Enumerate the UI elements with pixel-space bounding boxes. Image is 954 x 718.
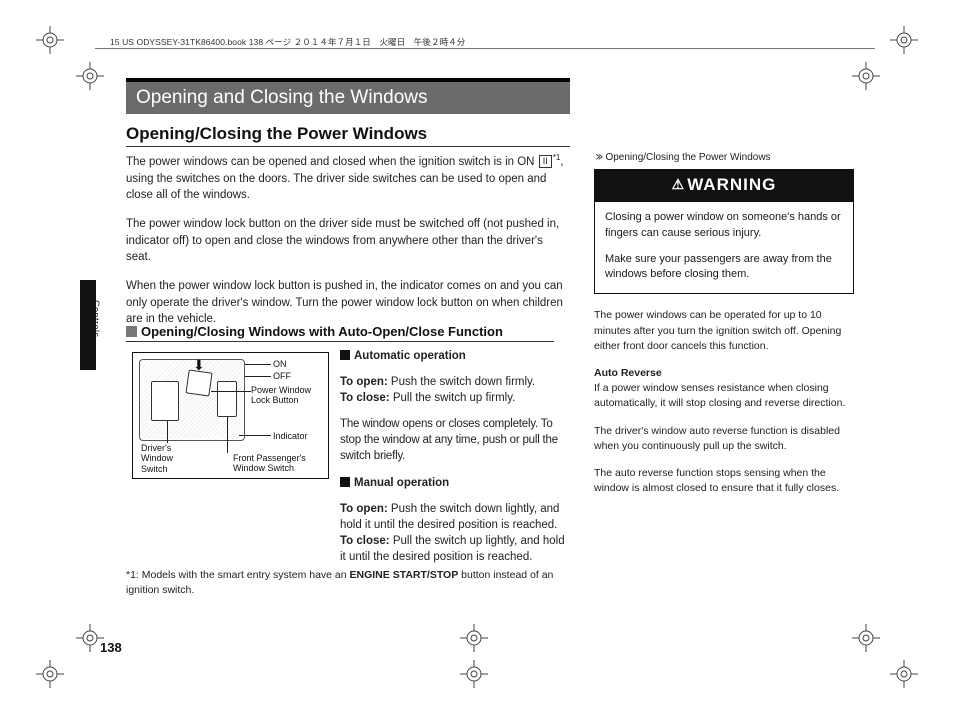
figure-label-front-passenger: Front Passenger's Window Switch	[233, 453, 329, 474]
footnote-bold: ENGINE START/STOP	[350, 569, 459, 581]
footnote: *1: Models with the smart entry system h…	[126, 568, 570, 597]
warning-body: Closing a power window on someone's hand…	[595, 202, 853, 294]
figure-leader-line	[245, 376, 271, 377]
auto-reverse-heading: Auto Reverse	[594, 367, 662, 379]
title-bar: Opening and Closing the Windows	[126, 82, 574, 114]
side-note-4: The auto reverse function stops sensing …	[594, 466, 854, 496]
sidebar-notes: The power windows can be operated for up…	[594, 308, 854, 496]
cross-ref-icon: ≫	[596, 152, 603, 163]
switch-panel-figure: ⬇ ON OFF Power Window Lock Button Indica…	[132, 352, 329, 479]
figure-leader-line	[211, 391, 251, 392]
manual-op-body: To open: Push the switch down lightly, a…	[340, 501, 570, 565]
crop-mark-icon	[76, 62, 104, 90]
subsection-rule	[126, 341, 554, 342]
side-note-3: The driver's window auto reverse functio…	[594, 424, 854, 454]
figure-passenger-switch-icon	[217, 381, 237, 417]
figure-leader-line	[245, 364, 271, 365]
square-bullet-icon	[340, 477, 350, 487]
warning-p1: Closing a power window on someone's hand…	[605, 210, 843, 242]
square-bullet-icon	[340, 350, 350, 360]
figure-driver-switch-icon	[151, 381, 179, 421]
warning-title: WARNING	[687, 175, 776, 194]
ignition-position-icon: II	[539, 155, 552, 168]
auto-op-open: To open: Push the switch down firmly. To …	[340, 374, 570, 406]
warning-box: ⚠WARNING Closing a power window on someo…	[594, 169, 854, 294]
side-note-2: If a power window senses resistance when…	[594, 382, 845, 409]
subtitle-rule	[126, 146, 570, 147]
sidebar-topic-ref: ≫Opening/Closing the Power Windows	[594, 152, 854, 163]
meta-rule	[95, 48, 875, 49]
manual-op-heading: Manual operation	[340, 475, 570, 491]
warning-triangle-icon: ⚠	[672, 176, 686, 192]
subsection-heading-text: Opening/Closing Windows with Auto-Open/C…	[141, 324, 503, 339]
figure-leader-line	[167, 421, 168, 443]
print-meta-line: 15 US ODYSSEY-31TK86400.book 138 ページ ２０１…	[110, 36, 465, 48]
mopen-label: To open:	[340, 503, 388, 515]
sidebar-column: ≫Opening/Closing the Power Windows ⚠WARN…	[594, 152, 854, 509]
body-p2: The power window lock button on the driv…	[126, 216, 570, 266]
open-text: Push the switch down firmly.	[388, 376, 535, 388]
figure-leader-line	[239, 435, 271, 436]
figure-label-driver: Driver's Window Switch	[141, 443, 201, 474]
crop-mark-icon	[36, 26, 64, 54]
body-column: The power windows can be opened and clos…	[126, 152, 570, 340]
manual-op-heading-text: Manual operation	[354, 477, 449, 489]
page-number: 138	[100, 640, 122, 655]
figure-label-on: ON	[273, 359, 287, 369]
section-subtitle: Opening/Closing the Power Windows	[126, 124, 427, 144]
page-root: 15 US ODYSSEY-31TK86400.book 138 ページ ２０１…	[0, 0, 954, 718]
section-tab-label: Controls	[91, 300, 101, 338]
crop-mark-icon	[460, 660, 488, 688]
square-bullet-icon	[126, 326, 137, 337]
auto-reverse-block: Auto Reverse If a power window senses res…	[594, 366, 854, 412]
warning-p2: Make sure your passengers are away from …	[605, 252, 843, 284]
auto-op-heading-text: Automatic operation	[354, 350, 466, 362]
footnote-lead: *1: Models with the smart entry system h…	[126, 569, 350, 581]
crop-mark-icon	[852, 62, 880, 90]
body-p3: When the power window lock button is pus…	[126, 278, 570, 328]
body-p1a: The power windows can be opened and clos…	[126, 156, 538, 168]
body-p1: The power windows can be opened and clos…	[126, 152, 570, 204]
close-text: Pull the switch up firmly.	[390, 392, 516, 404]
figure-label-pwlock: Power Window Lock Button	[251, 385, 325, 406]
figure-leader-line	[227, 417, 228, 453]
sidebar-topic-ref-text: Opening/Closing the Power Windows	[605, 152, 770, 163]
figure-arrow-icon: ⬇	[193, 357, 205, 374]
crop-mark-icon	[890, 26, 918, 54]
crop-mark-icon	[890, 660, 918, 688]
crop-mark-icon	[36, 660, 64, 688]
auto-op-heading: Automatic operation	[340, 348, 570, 364]
figure-label-indicator: Indicator	[273, 431, 308, 441]
figure-label-off: OFF	[273, 371, 291, 381]
warning-header: ⚠WARNING	[595, 170, 853, 202]
page-title: Opening and Closing the Windows	[130, 87, 428, 109]
operation-column: Automatic operation To open: Push the sw…	[340, 348, 570, 575]
open-label: To open:	[340, 376, 388, 388]
close-label: To close:	[340, 392, 390, 404]
mclose-label: To close:	[340, 535, 390, 547]
side-note-1: The power windows can be operated for up…	[594, 308, 854, 354]
subsection-heading: Opening/Closing Windows with Auto-Open/C…	[126, 324, 503, 339]
crop-mark-icon	[852, 624, 880, 652]
auto-op-note: The window opens or closes completely. T…	[340, 416, 570, 464]
crop-mark-icon	[460, 624, 488, 652]
